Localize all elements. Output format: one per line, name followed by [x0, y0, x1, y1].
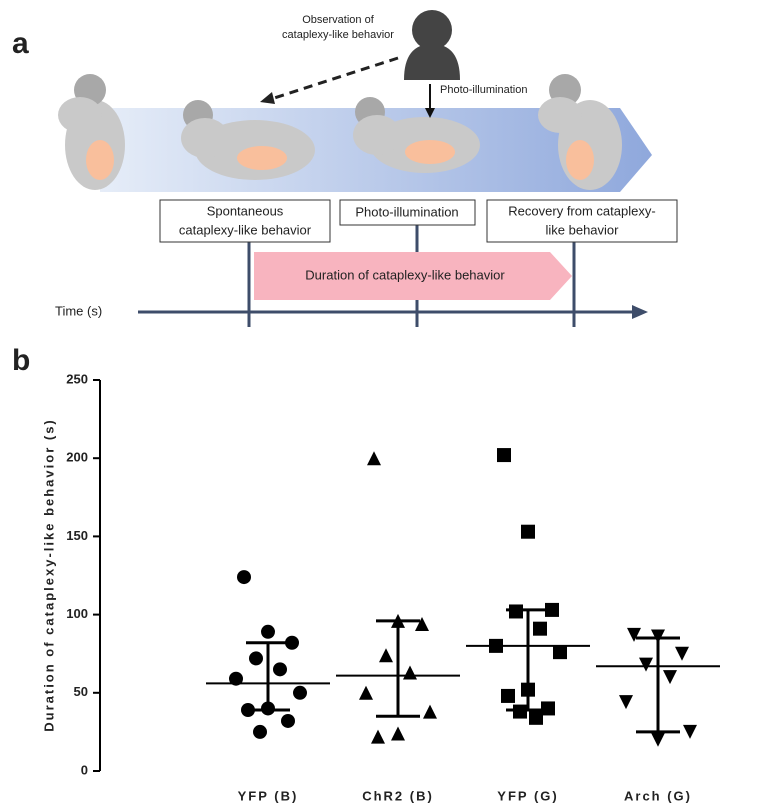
point	[663, 670, 677, 684]
point	[273, 662, 287, 676]
panel-label: b	[12, 344, 30, 377]
point	[253, 725, 267, 739]
point	[651, 629, 665, 643]
point	[281, 714, 295, 728]
point	[285, 636, 299, 650]
point	[367, 451, 381, 465]
point	[619, 695, 633, 709]
point	[533, 622, 547, 636]
point	[489, 639, 503, 653]
photo-label: Photo-illumination	[440, 84, 527, 96]
observation-arrow	[268, 58, 398, 100]
point	[509, 604, 523, 618]
point	[627, 628, 641, 642]
point	[639, 658, 653, 672]
arrowhead	[632, 305, 648, 319]
panel-a: a Observation of cataplexy-like behavior…	[12, 10, 677, 327]
point	[293, 686, 307, 700]
point	[651, 733, 665, 747]
point	[521, 683, 535, 697]
box-text: Recovery from cataplexy-	[508, 203, 655, 218]
y-tick-label: 100	[66, 606, 88, 621]
y-axis-title: Duration of cataplexy-like behavior (s)	[41, 418, 56, 732]
point	[415, 617, 429, 631]
y-tick-label: 0	[81, 762, 88, 777]
point	[403, 665, 417, 679]
point	[529, 711, 543, 725]
point	[371, 730, 385, 744]
point	[423, 705, 437, 719]
box-text: Spontaneous	[207, 203, 284, 218]
y-tick-label: 200	[66, 450, 88, 465]
x-tick-label: ChR2 (B)	[362, 788, 434, 803]
point	[261, 625, 275, 639]
x-tick-label: YFP (B)	[238, 788, 299, 803]
y-tick-label: 250	[66, 371, 88, 386]
point	[229, 672, 243, 686]
point	[675, 647, 689, 661]
point	[683, 725, 697, 739]
box-text: Photo-illumination	[355, 204, 458, 219]
observation-label: Observation of	[302, 14, 374, 26]
x-tick-label: YFP (G)	[497, 788, 558, 803]
point	[513, 705, 527, 719]
point	[501, 689, 515, 703]
point	[391, 726, 405, 740]
point	[541, 701, 555, 715]
time-label: Time (s)	[55, 303, 102, 318]
x-tick-label: Arch (G)	[624, 788, 692, 803]
observation-label: cataplexy-like behavior	[282, 29, 394, 41]
panel-label: a	[12, 27, 29, 60]
point	[359, 686, 373, 700]
panel-b: b Duration of cataplexy-like behavior (s…	[12, 344, 100, 771]
point	[379, 648, 393, 662]
point	[241, 703, 255, 717]
point	[521, 525, 535, 539]
point	[553, 645, 567, 659]
y-tick-label: 50	[74, 684, 88, 699]
arrowhead	[260, 92, 275, 104]
point	[261, 701, 275, 715]
point	[237, 570, 251, 584]
box-text: cataplexy-like behavior	[179, 222, 312, 237]
point	[545, 603, 559, 617]
y-tick-label: 150	[66, 528, 88, 543]
point	[497, 448, 511, 462]
point	[249, 651, 263, 665]
observer	[404, 10, 460, 80]
figure: a Observation of cataplexy-like behavior…	[0, 0, 758, 808]
box-text: like behavior	[546, 222, 620, 237]
duration-label: Duration of cataplexy-like behavior	[305, 267, 505, 282]
